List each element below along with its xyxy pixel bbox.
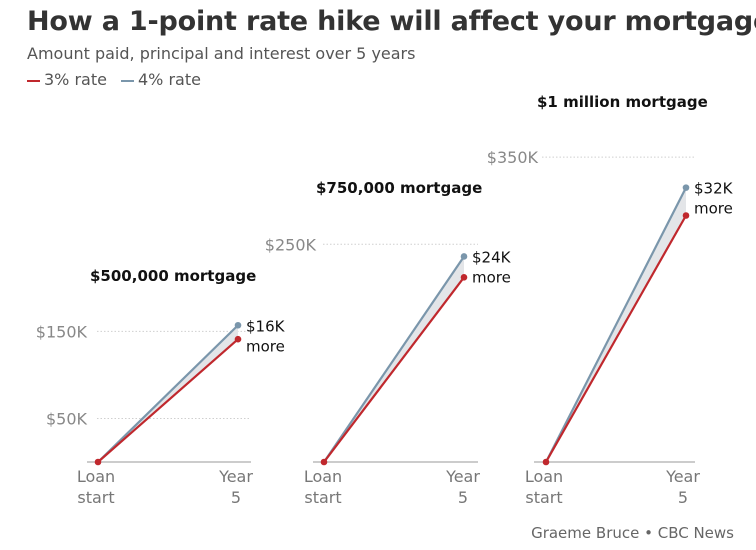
x-label-year: Year: [665, 467, 700, 486]
line-4pct-rate: [323, 255, 465, 463]
legend-label-3pct: 3% rate: [44, 70, 107, 89]
line-3pct-rate: [97, 338, 239, 463]
chart-title: How a 1-point rate hike will affect your…: [27, 6, 756, 37]
x-label-loan: Loan: [525, 467, 563, 486]
legend-label-4pct: 4% rate: [137, 70, 201, 89]
difference-label-more: more: [472, 268, 511, 286]
difference-label: $32K: [694, 180, 734, 198]
panel-3: $350K $32K more $1 million mortgage Loan star…: [487, 93, 734, 507]
x-label-start: start: [304, 488, 341, 507]
x-label-year: Year: [218, 467, 253, 486]
chart-subtitle: Amount paid, principal and interest over…: [27, 44, 416, 63]
x-label-year: Year: [445, 467, 480, 486]
x-label-loan: Loan: [304, 467, 342, 486]
legend-swatch-4pct: [120, 79, 134, 82]
source-credit: Graeme Bruce • CBC News: [531, 524, 734, 542]
point-4pct-year5: [234, 321, 242, 329]
panel-2: $250K $24K more $750,000 mortgage Loan start Y…: [265, 179, 512, 507]
point-3pct-year5: [460, 274, 468, 281]
difference-label-more: more: [694, 200, 733, 218]
panel-title: $750,000 mortgage: [316, 179, 482, 197]
legend-item-3pct: 3% rate: [27, 70, 107, 89]
line-4pct-rate: [97, 324, 239, 463]
x-label-start: start: [525, 488, 562, 507]
point-3pct-start: [320, 458, 328, 466]
panel-title: $500,000 mortgage: [90, 267, 256, 285]
y-tick-label: $250K: [265, 235, 317, 254]
point-4pct-year5: [682, 184, 690, 191]
legend-swatch-3pct: [27, 79, 40, 82]
point-3pct-start: [542, 458, 550, 466]
difference-label: $24K: [472, 248, 512, 266]
legend-item-4pct: 4% rate: [120, 70, 201, 89]
x-label-loan: Loan: [77, 467, 115, 486]
panel-title: $1 million mortgage: [537, 93, 708, 111]
y-tick-label: $150K: [36, 322, 88, 341]
line-3pct-rate: [545, 214, 687, 463]
difference-label: $16K: [246, 317, 286, 335]
legend: 3% rate 4% rate: [27, 70, 201, 89]
panel-1: $50K $150K $16K more $500,000 mortgage Loan st…: [36, 267, 286, 507]
x-label-5: 5: [458, 488, 468, 507]
y-tick-label: $350K: [487, 148, 539, 167]
point-3pct-year5: [234, 335, 242, 343]
x-label-start: start: [77, 488, 114, 507]
difference-label-more: more: [246, 337, 285, 355]
line-4pct-rate: [545, 187, 687, 463]
x-label-5: 5: [678, 488, 688, 507]
line-3pct-rate: [323, 276, 465, 463]
x-label-5: 5: [231, 488, 241, 507]
y-tick-label: $50K: [46, 409, 88, 428]
point-3pct-start: [94, 458, 102, 466]
point-3pct-year5: [682, 212, 690, 219]
point-4pct-year5: [460, 253, 468, 260]
